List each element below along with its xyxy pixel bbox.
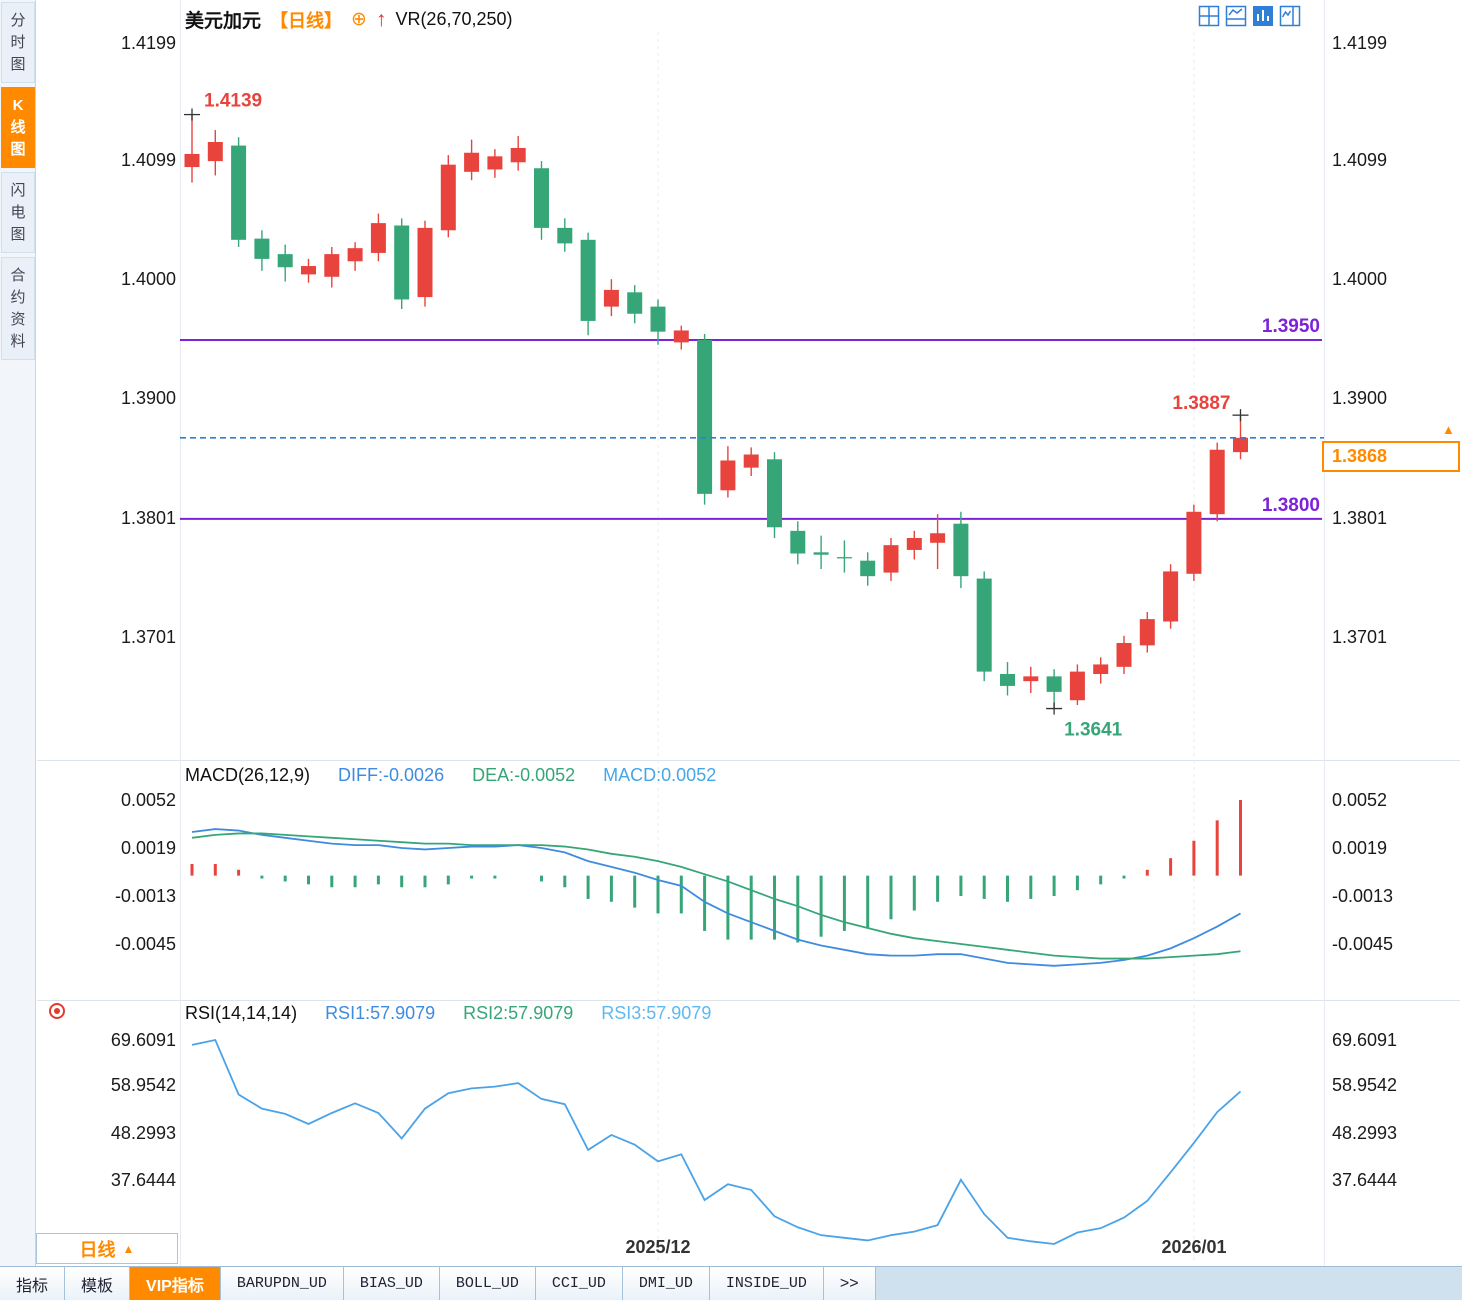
bottom-tab-barupdn-ud[interactable]: BARUPDN_UD (220, 1267, 344, 1300)
axis-label: 48.2993 (110, 1123, 176, 1143)
bottom-tab-bar: 指标 模板 VIP指标 BARUPDN_UD BIAS_UD BOLL_UD CCI_UD D… (0, 1266, 1462, 1300)
indicator-settings-icon[interactable] (49, 1003, 65, 1019)
current-price-badge: 1.3868 (1322, 441, 1460, 472)
period-tag[interactable]: 【日线】 (270, 10, 343, 31)
axis-label: 0.0052 (1332, 790, 1388, 810)
macd-legend: MACD(26,12,9) DIFF:-0.0026 DEA:-0.0052 M… (185, 765, 716, 786)
bottom-tab-templates[interactable]: 模板 (65, 1267, 131, 1300)
bottom-tab-bias-ud[interactable]: BIAS_UD (343, 1267, 440, 1300)
axis-label: 69.6091 (1332, 1030, 1398, 1050)
svg-text:1.3887: 1.3887 (1172, 393, 1230, 414)
axis-label: 58.9542 (110, 1075, 176, 1095)
axis-label: 1.4199 (1332, 33, 1388, 53)
price-up-arrow-icon: ▲ (1442, 422, 1455, 437)
macd-diff-value: DIFF:-0.0026 (338, 765, 445, 785)
rsi2-value: RSI2:57.9079 (463, 1003, 574, 1023)
pane-active-icon[interactable] (1252, 5, 1274, 27)
pane-main-sub-icon[interactable] (1225, 5, 1247, 27)
sidebar-item-flash-chart[interactable]: 闪电图 (1, 172, 35, 253)
caret-up-icon: ▲ (122, 1241, 135, 1256)
titlebar: 美元加元 【日线】 ⊕ ↑ VR(26,70,250) (185, 6, 513, 33)
axis-label: 37.6444 (110, 1170, 176, 1190)
bottom-tab-boll-ud[interactable]: BOLL_UD (439, 1267, 536, 1300)
pane-side-panel-icon[interactable] (1279, 5, 1301, 27)
svg-text:1.3641: 1.3641 (1064, 720, 1123, 741)
axis-label: 1.4099 (120, 150, 176, 170)
x-axis-label-jan: 2026/01 (1161, 1237, 1227, 1257)
axis-label: 0.0052 (120, 790, 176, 810)
svg-text:1.4139: 1.4139 (204, 91, 262, 112)
axis-label: 1.3801 (1332, 508, 1388, 528)
axis-label: 1.3701 (120, 627, 176, 647)
sidebar-item-time-chart[interactable]: 分时图 (1, 2, 35, 83)
axis-label: 1.4000 (1332, 269, 1388, 289)
axis-label: 1.4000 (120, 269, 176, 289)
period-selector-label: 日线 (79, 1239, 116, 1260)
axis-label: -0.0045 (114, 934, 176, 954)
axis-label: 0.0019 (1332, 838, 1388, 858)
bottom-tab-vip-indicators[interactable]: VIP指标 (130, 1267, 221, 1300)
add-indicator-icon[interactable]: ⊕ (351, 9, 367, 30)
up-arrow-icon: ↑ (375, 7, 387, 31)
macd-hist-value: MACD:0.0052 (603, 765, 717, 785)
axis-label: -0.0013 (114, 886, 176, 906)
rsi-title: RSI(14,14,14) (185, 1003, 298, 1023)
rsi1-value: RSI1:57.9079 (325, 1003, 436, 1023)
x-axis-label-dec: 2025/12 (625, 1237, 691, 1257)
rsi3-value: RSI3:57.9079 (601, 1003, 712, 1023)
axis-label: 58.9542 (1332, 1075, 1398, 1095)
axis-label: 69.6091 (110, 1030, 176, 1050)
macd-title: MACD(26,12,9) (185, 765, 311, 785)
svg-text:1.3800: 1.3800 (1262, 495, 1320, 516)
axis-label: 1.4199 (120, 33, 176, 53)
bottom-tab-indicators[interactable]: 指标 (0, 1267, 66, 1300)
bottom-tab-more[interactable]: >> (823, 1267, 876, 1300)
pane-grid-icon[interactable] (1198, 5, 1220, 27)
current-price-value: 1.3868 (1332, 446, 1388, 466)
overlay-indicator-label[interactable]: VR(26,70,250) (395, 9, 513, 29)
axis-label: 48.2993 (1332, 1123, 1398, 1143)
axis-label: 0.0019 (120, 838, 176, 858)
axis-label: -0.0013 (1332, 886, 1394, 906)
axis-label: 37.6444 (1332, 1170, 1398, 1190)
layout-icon-group (1198, 5, 1301, 27)
symbol-name: 美元加元 (185, 11, 262, 32)
axis-label: -0.0045 (1332, 934, 1394, 954)
period-selector[interactable]: 日线 ▲ (36, 1233, 178, 1264)
axis-label: 1.3801 (120, 508, 176, 528)
axis-label: 1.3900 (1332, 388, 1388, 408)
sidebar-item-contract-info[interactable]: 合约资料 (1, 257, 35, 360)
svg-text:1.3950: 1.3950 (1262, 316, 1320, 337)
bottom-tab-cci-ud[interactable]: CCI_UD (535, 1267, 623, 1300)
bottom-tab-inside-ud[interactable]: INSIDE_UD (709, 1267, 824, 1300)
axis-label: 1.3701 (1332, 627, 1388, 647)
rsi-legend: RSI(14,14,14) RSI1:57.9079 RSI2:57.9079 … (185, 1003, 711, 1024)
axis-label: 1.4099 (1332, 150, 1388, 170)
axis-label: 1.3900 (120, 388, 176, 408)
bottom-tab-dmi-ud[interactable]: DMI_UD (622, 1267, 710, 1300)
macd-dea-value: DEA:-0.0052 (472, 765, 576, 785)
